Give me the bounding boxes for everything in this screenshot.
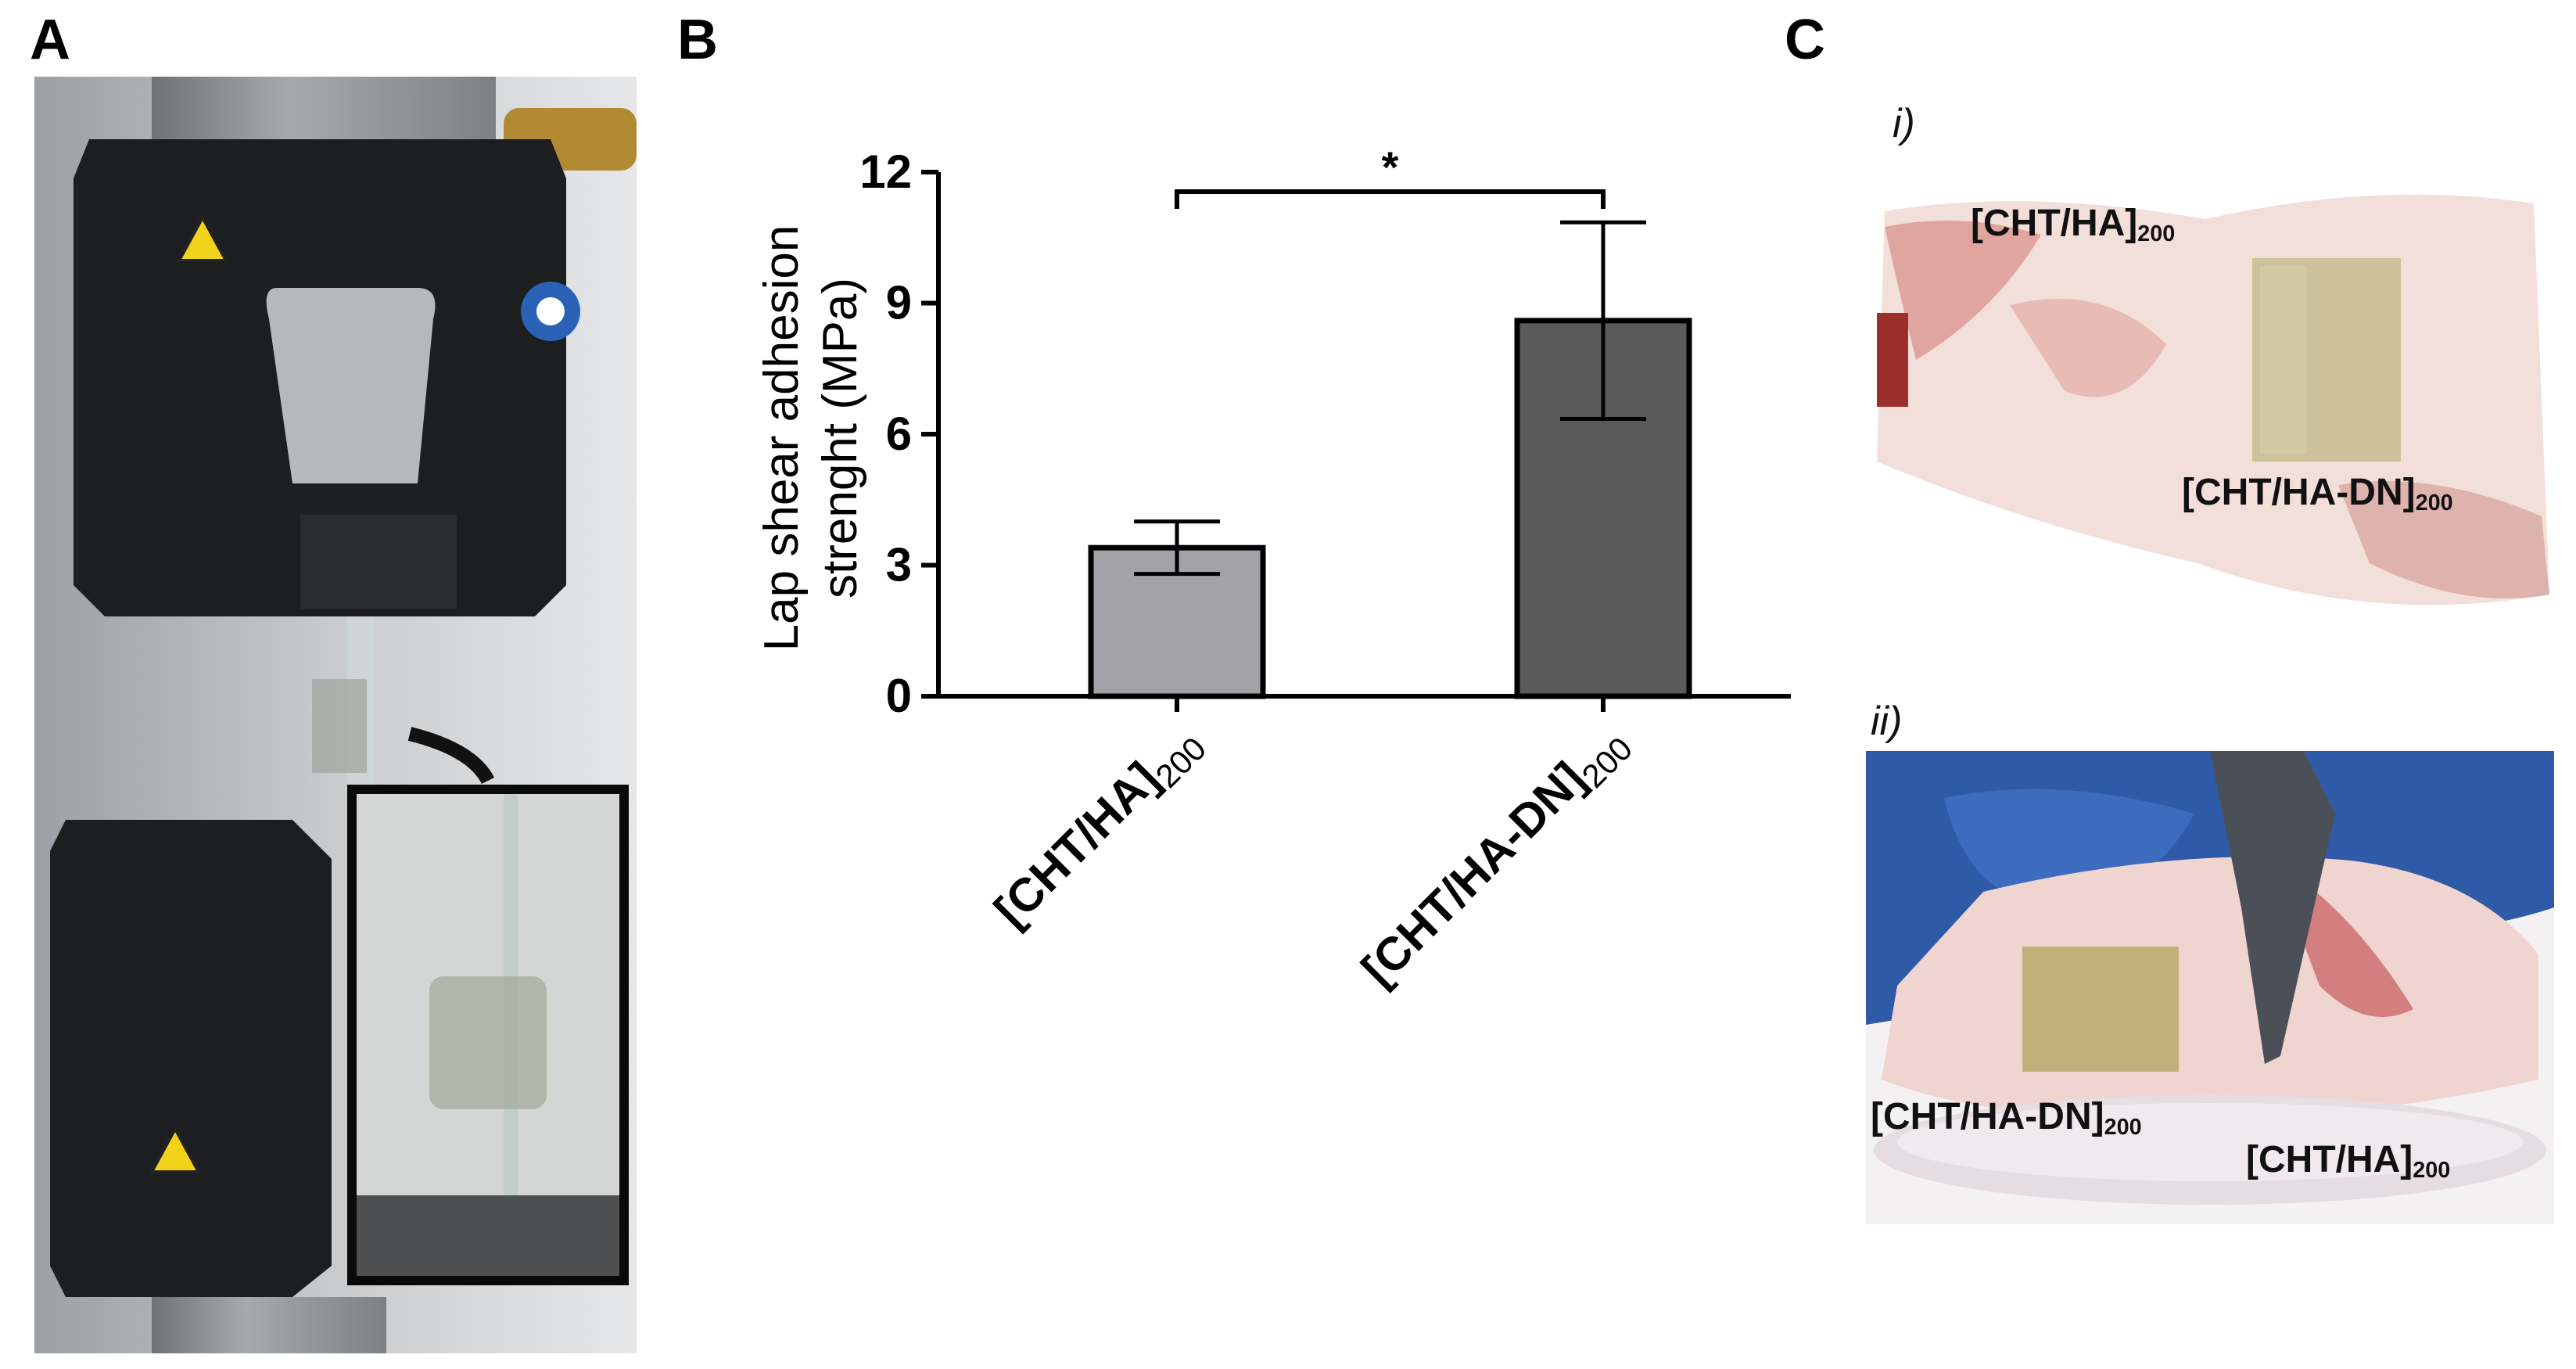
photo-i-label-cht-ha-dn: [CHT/HA-DN]200 <box>2182 472 2453 516</box>
significance-star: * <box>1382 142 1399 192</box>
significance-bracket <box>1175 189 1606 209</box>
y-tick-label: 12 <box>859 146 912 198</box>
y-tick-label: 3 <box>886 539 912 591</box>
tensile-test-photo <box>34 77 637 1353</box>
panel-label-a: A <box>30 9 70 71</box>
subpanel-label-i: i) <box>1893 101 1915 146</box>
x-category-label-1: [CHT/HA]200 <box>985 713 1214 943</box>
y-axis-label-line2: strenght (MPa) <box>813 278 867 598</box>
y-axis-label-line1: Lap shear adhesion <box>755 225 809 652</box>
x-category-label-2: [CHT/HA-DN]200 <box>1351 713 1639 1001</box>
y-tick-label: 0 <box>886 670 912 722</box>
y-tick-label: 6 <box>886 408 912 460</box>
tissue-photo-ii <box>1866 751 2554 1224</box>
panel-label-c: C <box>1785 9 1825 71</box>
photo-i-label-cht-ha: [CHT/HA]200 <box>1971 203 2176 247</box>
bar-chart: 0 3 6 9 12 [CHT/HA]200 [CHT/HA-DN]200 * Lap s… <box>755 142 1791 1001</box>
panel-label-b: B <box>677 9 718 71</box>
photo-ii-label-cht-ha-dn: [CHT/HA-DN]200 <box>1871 1096 2142 1141</box>
subpanel-label-ii: ii) <box>1871 699 1903 744</box>
y-tick-label: 9 <box>886 277 912 329</box>
photo-ii-label-cht-ha: [CHT/HA]200 <box>2246 1139 2451 1184</box>
tissue-photo-i <box>1869 156 2554 630</box>
